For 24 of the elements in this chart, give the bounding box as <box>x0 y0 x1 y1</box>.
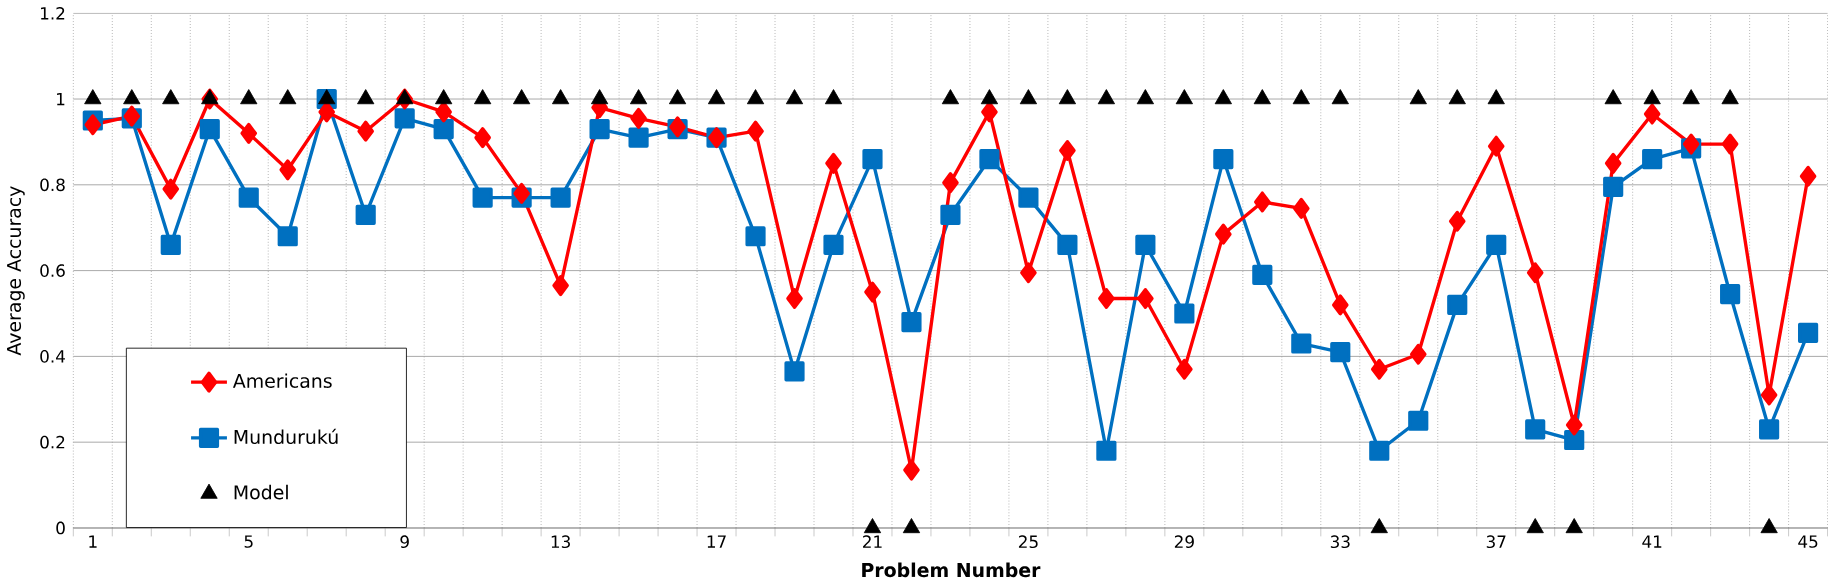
y-tick-label: 0 <box>56 521 65 535</box>
x-tick-label: 33 <box>1330 535 1350 549</box>
legend-label: Mundurukú <box>234 428 338 445</box>
x-tick-label: 17 <box>707 535 726 548</box>
y-axis-title: Average Accuracy <box>7 186 25 356</box>
x-tick-label: 9 <box>400 535 409 549</box>
y-tick-label: 1.2 <box>41 6 65 20</box>
y-tick-label: 1 <box>57 92 65 106</box>
x-tick-label: 5 <box>244 535 253 548</box>
x-tick-label: 45 <box>1798 535 1818 548</box>
x-tick-label: 13 <box>551 535 570 549</box>
x-tick-label: 1 <box>89 535 97 548</box>
legend-label: Model <box>234 484 288 500</box>
y-tick-label: 0.8 <box>40 178 65 192</box>
x-tick-label: 41 <box>1642 535 1662 548</box>
y-tick-label: 0.2 <box>40 435 65 449</box>
x-tick-label: 25 <box>1018 535 1038 549</box>
x-tick-label: 21 <box>863 535 882 548</box>
y-tick-label: 0.4 <box>40 349 65 363</box>
y-tick-label: 0.6 <box>40 264 65 277</box>
x-axis-title: Problem Number <box>862 562 1041 578</box>
x-tick-label: 29 <box>1174 535 1194 549</box>
x-tick-label: 37 <box>1486 535 1506 549</box>
legend-label: Americans <box>232 373 332 388</box>
